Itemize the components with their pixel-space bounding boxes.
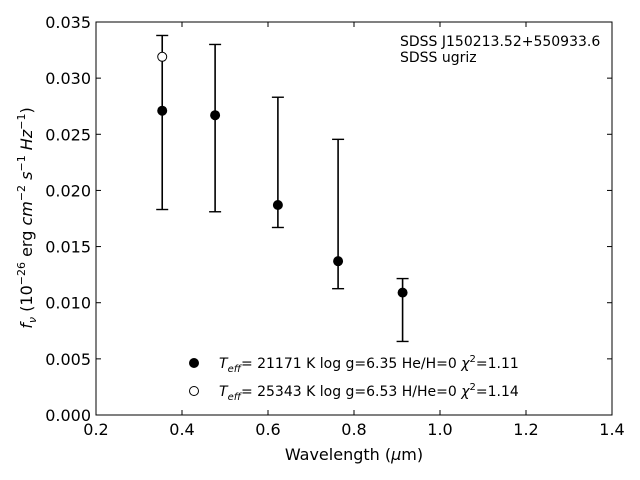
y-tick-label: 0.035 <box>45 13 91 32</box>
y-tick-label: 0.010 <box>45 294 91 313</box>
plot-frame <box>95 21 613 416</box>
y-tick-label: 0.005 <box>45 350 91 369</box>
y-tick-label: 0.000 <box>45 406 91 425</box>
y-tick-label: 0.020 <box>45 181 91 200</box>
ticks-layer: 0.2 0.4 0.6 0.8 1.0 1.2 1.4 0.000 0.005 0.010 0.01… <box>45 13 625 439</box>
model-point-filled <box>333 256 344 267</box>
legend-entry-model-1: Teff= 21171 K log g=6.35 He/H=0 χ2=1.11 <box>219 354 519 375</box>
legend-marker-filled <box>189 358 199 368</box>
annotation-object-name: SDSS J150213.52+550933.6 <box>400 34 600 50</box>
y-axis-label: fν (10−26 erg cm−2 s−1 Hz−1) <box>15 107 39 328</box>
x-tick-label: 0.4 <box>169 420 194 439</box>
x-tick-label: 0.2 <box>83 420 108 439</box>
legend-marker-open <box>189 386 199 396</box>
x-tick-label: 1.4 <box>599 420 624 439</box>
y-tick-label: 0.030 <box>45 69 91 88</box>
model-point-filled <box>157 105 168 116</box>
data-layer <box>156 34 409 343</box>
y-tick-label: 0.025 <box>45 125 91 144</box>
annotation-photometry: SDSS ugriz <box>400 50 477 66</box>
legend-entry-model-2: Teff= 25343 K log g=6.53 H/He=0 χ2=1.14 <box>219 382 519 403</box>
x-axis-label: Wavelength (μm) <box>285 445 423 464</box>
y-tick-label: 0.015 <box>45 238 91 257</box>
x-tick-label: 0.8 <box>341 420 366 439</box>
model-point-filled <box>210 110 221 121</box>
x-tick-label: 1.2 <box>513 420 538 439</box>
model-point-open <box>157 51 168 62</box>
model-point-filled <box>397 287 408 298</box>
x-tick-label: 0.6 <box>255 420 280 439</box>
legend: Teff= 21171 K log g=6.35 He/H=0 χ2=1.11 … <box>189 354 519 403</box>
x-tick-label: 1.0 <box>427 420 452 439</box>
model-point-filled <box>272 200 283 211</box>
